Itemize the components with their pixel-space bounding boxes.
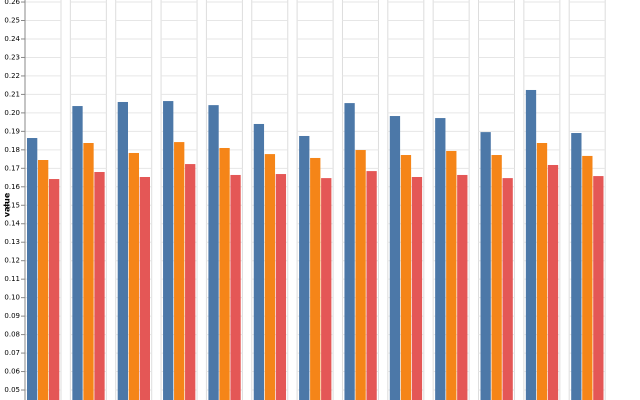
bar xyxy=(344,103,355,400)
bar xyxy=(491,155,502,400)
bar xyxy=(547,164,559,400)
y-tick-label: 0.06 xyxy=(4,368,20,376)
y-tick-label: 0.08 xyxy=(4,331,20,339)
y-tick-label: 0.22 xyxy=(4,72,20,80)
facet-cell xyxy=(115,0,153,400)
bar xyxy=(400,155,412,400)
bar xyxy=(310,157,321,400)
y-tick-label: 0.11 xyxy=(4,275,20,283)
bar xyxy=(435,118,446,400)
y-tick-label: 0.23 xyxy=(4,53,20,61)
y-tick-label: 0.25 xyxy=(4,17,20,25)
bar xyxy=(411,176,423,400)
y-tick-label: 0.15 xyxy=(4,201,20,209)
bar xyxy=(83,143,94,400)
bar xyxy=(366,171,377,400)
bar xyxy=(219,147,230,400)
bar xyxy=(299,135,310,400)
bar xyxy=(264,154,276,400)
bar xyxy=(321,178,332,400)
bar xyxy=(163,101,174,400)
facet-cell xyxy=(69,0,107,400)
bar xyxy=(128,152,139,400)
y-tick-label: 0.13 xyxy=(4,238,20,246)
y-tick-label: 0.26 xyxy=(4,0,20,6)
bar xyxy=(230,174,241,400)
y-tick-label: 0.05 xyxy=(4,386,20,394)
facet-cell xyxy=(251,0,289,400)
bar xyxy=(389,116,401,400)
bar xyxy=(117,101,128,400)
bar xyxy=(49,179,60,400)
bar xyxy=(72,106,83,400)
bar xyxy=(536,143,548,400)
bar xyxy=(185,164,196,400)
y-tick-label: 0.17 xyxy=(4,164,20,172)
facet-cell xyxy=(341,0,379,400)
bar xyxy=(582,155,593,400)
bar xyxy=(27,138,38,400)
bar xyxy=(480,132,491,400)
bar xyxy=(208,105,219,400)
bar xyxy=(525,89,537,400)
facet-cell xyxy=(205,0,243,400)
facet-cell xyxy=(478,0,515,400)
facet-cell xyxy=(387,0,425,400)
bar xyxy=(94,172,105,400)
bar xyxy=(571,133,582,400)
bar xyxy=(502,178,513,400)
facet-cell xyxy=(296,0,334,400)
y-tick-label: 0.21 xyxy=(4,90,20,98)
bar xyxy=(446,150,457,400)
bar xyxy=(355,150,366,400)
bar xyxy=(253,123,265,400)
y-tick-label: 0.19 xyxy=(4,127,20,135)
bar xyxy=(139,176,150,400)
y-tick-label: 0.10 xyxy=(4,294,20,302)
y-tick-label: 0.09 xyxy=(4,312,20,320)
bar xyxy=(38,160,49,400)
y-tick-label: 0.18 xyxy=(4,146,20,154)
facet-cell xyxy=(523,0,561,400)
bar xyxy=(457,174,468,400)
bar xyxy=(593,176,604,400)
y-tick-label: 0.24 xyxy=(4,35,20,43)
y-tick-label: 0.20 xyxy=(4,109,20,117)
facet-cell xyxy=(568,0,606,400)
y-tick-label: 0.14 xyxy=(4,220,20,228)
y-tick-label: 0.07 xyxy=(4,349,20,357)
y-tick-label: 0.16 xyxy=(4,183,20,191)
y-tick-label: 0.12 xyxy=(4,257,20,265)
bar xyxy=(275,174,287,400)
y-axis-title: value xyxy=(3,192,12,217)
bar xyxy=(174,142,185,400)
facet-cell xyxy=(432,0,470,400)
facet-cell xyxy=(160,0,198,400)
